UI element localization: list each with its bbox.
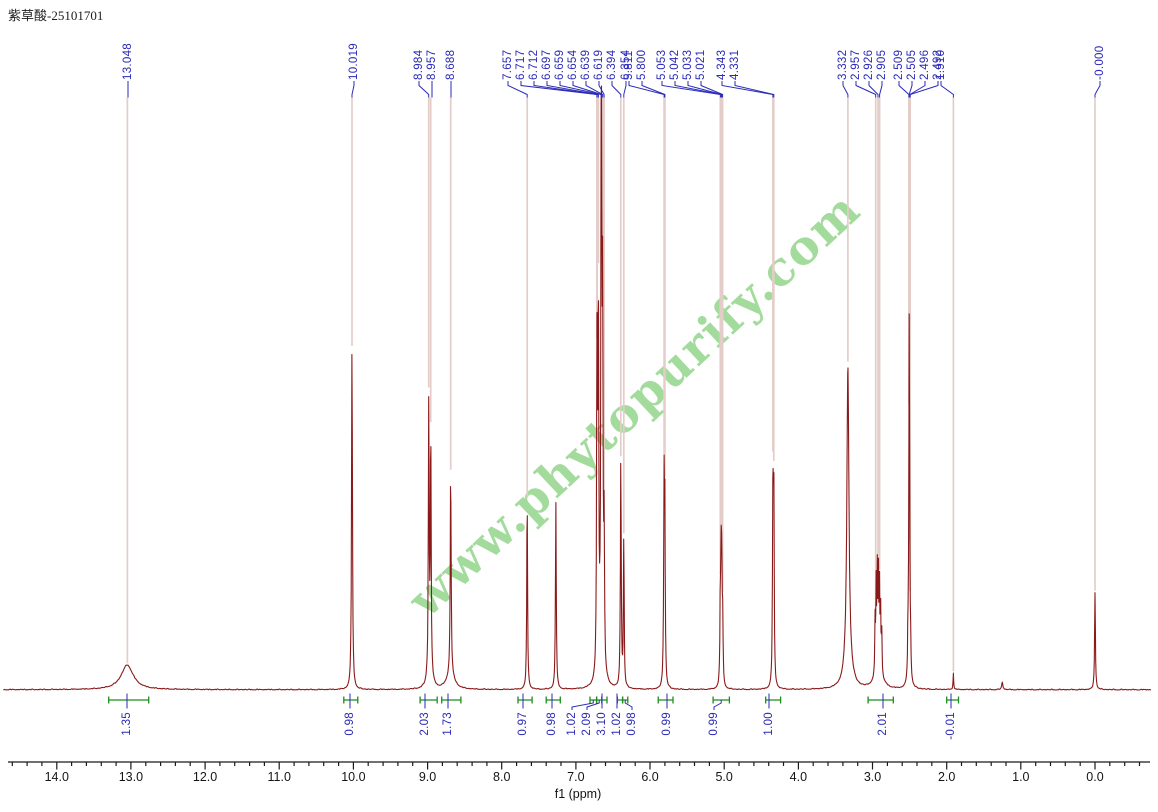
integral-value: 3.10 bbox=[595, 712, 608, 736]
peak-label: 8.984 bbox=[412, 49, 425, 80]
peak-label: 6.659 bbox=[553, 49, 566, 80]
peak-label: 6.639 bbox=[579, 49, 592, 80]
integral-value: 0.99 bbox=[660, 712, 673, 736]
axis-tick-label: 9.0 bbox=[418, 770, 437, 784]
peak-connector-lines bbox=[126, 97, 1096, 672]
axis-tick-label: 14.0 bbox=[44, 770, 69, 784]
peak-label: 10.019 bbox=[347, 43, 360, 80]
peak-label: 4.331 bbox=[728, 49, 741, 80]
axis-tick-label: 1.0 bbox=[1012, 770, 1030, 784]
axis-tick-label: 7.0 bbox=[567, 770, 585, 784]
integral-value: 0.98 bbox=[545, 712, 558, 736]
peak-label: 5.800 bbox=[635, 49, 648, 80]
peak-label: 5.033 bbox=[681, 49, 694, 80]
peak-label: 5.811 bbox=[622, 50, 635, 80]
axis-tick-label: 11.0 bbox=[267, 770, 291, 784]
integral-value: 0.98 bbox=[625, 712, 638, 736]
axis-tick-label: 6.0 bbox=[641, 770, 659, 784]
peak-label: 2.496 bbox=[918, 49, 931, 80]
integral-value: 1.02 bbox=[610, 712, 623, 736]
integral-value: 0.97 bbox=[516, 712, 529, 736]
peak-label: -0.000 bbox=[1093, 45, 1106, 80]
spectrum-title: 紫草酸-25101701 bbox=[8, 8, 104, 23]
integral-value: 2.03 bbox=[418, 712, 431, 736]
peak-label: 2.505 bbox=[905, 49, 918, 80]
axis-tick-label: 5.0 bbox=[715, 770, 733, 784]
integral-value: -0.01 bbox=[944, 712, 957, 740]
peak-label: 6.619 bbox=[592, 49, 605, 80]
peak-label: 4.343 bbox=[715, 49, 728, 80]
integral-value: 0.99 bbox=[707, 712, 720, 736]
axis-title: f1 (ppm) bbox=[554, 787, 602, 801]
peak-label: 6.654 bbox=[566, 49, 579, 80]
axis-tick-label: 0.0 bbox=[1086, 770, 1104, 784]
axis-tick-label: 2.0 bbox=[937, 770, 956, 784]
integral-value: 1.73 bbox=[441, 712, 454, 736]
peak-label: 7.657 bbox=[501, 49, 514, 80]
integral-value: 1.00 bbox=[762, 712, 775, 736]
peak-label: 3.332 bbox=[836, 49, 849, 80]
peak-label: 6.697 bbox=[540, 49, 553, 80]
integral-value: 2.01 bbox=[876, 712, 889, 736]
peak-label: 2.905 bbox=[875, 49, 888, 80]
axis-tick-label: 4.0 bbox=[789, 770, 808, 784]
x-axis bbox=[8, 761, 1150, 770]
axis-tick-label: 8.0 bbox=[493, 770, 511, 784]
peak-label: 8.957 bbox=[425, 49, 438, 80]
axis-tick-label: 10.0 bbox=[341, 770, 366, 784]
integral-value: 1.35 bbox=[120, 712, 133, 736]
integral-value: 0.98 bbox=[343, 712, 356, 736]
integral-value: 2.09 bbox=[580, 712, 593, 736]
integral-brackets bbox=[108, 693, 960, 710]
peak-label: 5.021 bbox=[694, 49, 707, 80]
peak-label: 2.509 bbox=[892, 49, 905, 80]
peak-label: 8.688 bbox=[444, 49, 457, 80]
peak-label: 2.926 bbox=[862, 49, 875, 80]
peak-label-leader-lines bbox=[127, 81, 1101, 98]
peak-label: 6.712 bbox=[527, 49, 540, 80]
integral-value: 1.02 bbox=[565, 712, 578, 736]
axis-tick-label: 12.0 bbox=[192, 770, 218, 784]
peak-label: 5.053 bbox=[655, 49, 668, 80]
peak-label: 2.957 bbox=[849, 49, 862, 80]
peak-label: 6.717 bbox=[514, 49, 527, 80]
peak-label: 1.910 bbox=[934, 49, 947, 80]
peak-label: 13.048 bbox=[121, 43, 134, 80]
peak-label: 6.394 bbox=[605, 49, 618, 80]
peak-label: 5.042 bbox=[668, 49, 681, 80]
axis-tick-label: 3.0 bbox=[863, 770, 882, 784]
spectrum-trace bbox=[3, 85, 1152, 691]
axis-tick-label: 13.0 bbox=[118, 770, 144, 784]
